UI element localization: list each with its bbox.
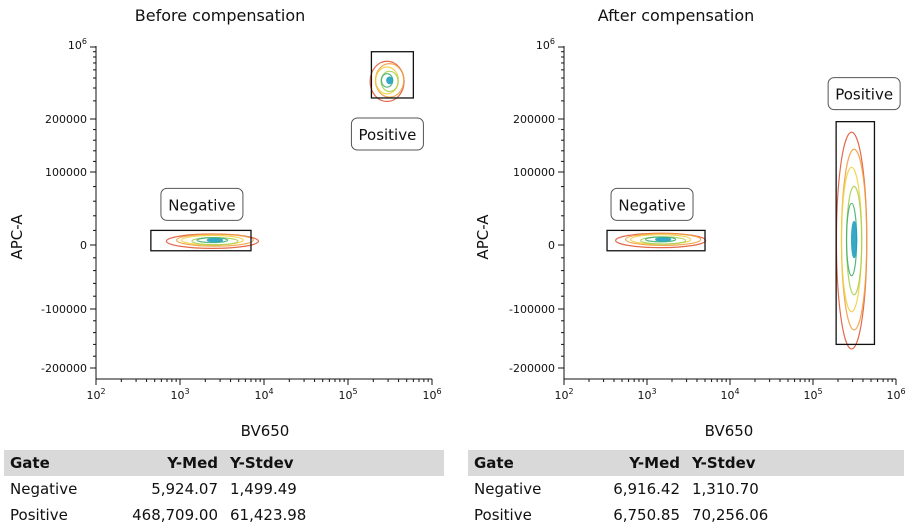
- x-tick-label: 106: [422, 387, 441, 402]
- cell-y-stdev: 1,499.49: [230, 480, 297, 498]
- header-y-stdev: Y-Stdev: [686, 450, 904, 476]
- contour-line: [850, 220, 858, 259]
- panel-before: Before compensation 102 103 104 105 106 106 20…: [0, 0, 456, 526]
- contour-line: [175, 233, 254, 247]
- cell-gate: Positive: [474, 506, 532, 524]
- y-tick-label: 106: [68, 37, 87, 52]
- x-axis-label: BV650: [705, 422, 754, 440]
- gate-label-text: Positive: [359, 126, 417, 144]
- x-tick-label: 102: [554, 387, 573, 402]
- header-gate: Gate: [468, 450, 578, 476]
- table-row: Negative 5,924.07 1,499.49: [4, 476, 444, 502]
- table-header-row: Gate Y-Med Y-Stdev: [4, 450, 444, 476]
- cell-y-med: 468,709.00: [132, 506, 218, 524]
- chart-title: Before compensation: [134, 6, 306, 25]
- y-axis-label: APC-A: [8, 214, 26, 260]
- y-tick-label: -100000: [41, 303, 87, 316]
- table-header-row: Gate Y-Med Y-Stdev: [468, 450, 904, 476]
- y-tick-label: 200000: [513, 113, 555, 126]
- header-gate: Gate: [4, 450, 103, 476]
- x-tick-label: 105: [803, 387, 822, 402]
- y-tick-label: -200000: [509, 362, 555, 375]
- contour-line: [206, 238, 224, 243]
- cell-y-stdev: 61,423.98: [230, 506, 307, 524]
- cell-gate: Positive: [10, 506, 68, 524]
- chart-title: After compensation: [597, 6, 755, 25]
- y-axis-label: APC-A: [474, 214, 492, 260]
- x-tick-label: 103: [637, 387, 656, 402]
- cell-y-stdev: 70,256.06: [692, 506, 769, 524]
- contour-line: [655, 237, 672, 242]
- x-tick-label: 102: [86, 387, 105, 402]
- cell-y-stdev: 1,310.70: [692, 480, 759, 498]
- gate-label-text: Negative: [168, 196, 235, 214]
- contour-line: [386, 76, 394, 85]
- contour-line: [625, 232, 702, 247]
- y-tick-label: -100000: [509, 303, 555, 316]
- gate-label-box: [350, 117, 424, 151]
- y-tick-label: 100000: [513, 166, 555, 179]
- x-tick-label: 104: [720, 387, 739, 402]
- table-row: Positive 6,750.85 70,256.06: [468, 502, 904, 528]
- gate-label-box: [160, 187, 244, 221]
- contour-line: [645, 236, 677, 243]
- gate-rect-positive[interactable]: [370, 51, 415, 99]
- x-tick-label: 105: [338, 387, 357, 402]
- panel-after: After compensation 102 103 104 105 106 106 200…: [456, 0, 912, 526]
- gate-label-negative: Negative: [610, 187, 694, 221]
- gate-label-text: Positive: [835, 86, 893, 104]
- y-tick-label: 100000: [45, 166, 87, 179]
- x-tick-label: 103: [170, 387, 189, 402]
- gate-label-positive: Positive: [350, 117, 424, 151]
- header-y-stdev: Y-Stdev: [224, 450, 444, 476]
- y-tick-label: 0: [548, 239, 555, 252]
- gate-rect-negative[interactable]: [606, 229, 706, 252]
- gate-rect-negative[interactable]: [150, 229, 252, 252]
- x-axis-label: BV650: [241, 422, 290, 440]
- cell-y-med: 5,924.07: [151, 480, 218, 498]
- stats-table: Gate Y-Med Y-Stdev Negative 5,924.07 1,4…: [4, 450, 444, 528]
- x-tick-label: 104: [254, 387, 273, 402]
- y-tick-label: 0: [80, 239, 87, 252]
- contour-line: [196, 237, 229, 244]
- gate-rect-positive[interactable]: [835, 121, 876, 346]
- gate-label-box: [610, 187, 694, 221]
- table-row: Negative 6,916.42 1,310.70: [468, 476, 904, 502]
- cell-y-med: 6,750.85: [613, 506, 680, 524]
- gate-label-positive: Positive: [827, 77, 901, 111]
- gate-label-negative: Negative: [160, 187, 244, 221]
- y-tick-label: 200000: [45, 113, 87, 126]
- header-y-med: Y-Med: [577, 450, 686, 476]
- table-row: Positive 468,709.00 61,423.98: [4, 502, 444, 528]
- cell-gate: Negative: [10, 480, 78, 498]
- stats-table: Gate Y-Med Y-Stdev Negative 6,916.42 1,3…: [468, 450, 904, 528]
- y-tick-label: 106: [536, 37, 555, 52]
- plot-after: 102 103 104 105 106 106 200000 100000 0 -100000 -2…: [474, 37, 906, 440]
- plot-before: 102 103 104 105 106 106 200000 100000 0 -100000 -2…: [8, 37, 442, 440]
- gate-label-box: [827, 77, 901, 111]
- cell-gate: Negative: [474, 480, 542, 498]
- y-tick-label: -200000: [41, 362, 87, 375]
- header-y-med: Y-Med: [102, 450, 224, 476]
- cell-y-med: 6,916.42: [613, 480, 680, 498]
- x-tick-label: 106: [886, 387, 905, 402]
- gate-label-text: Negative: [618, 196, 685, 214]
